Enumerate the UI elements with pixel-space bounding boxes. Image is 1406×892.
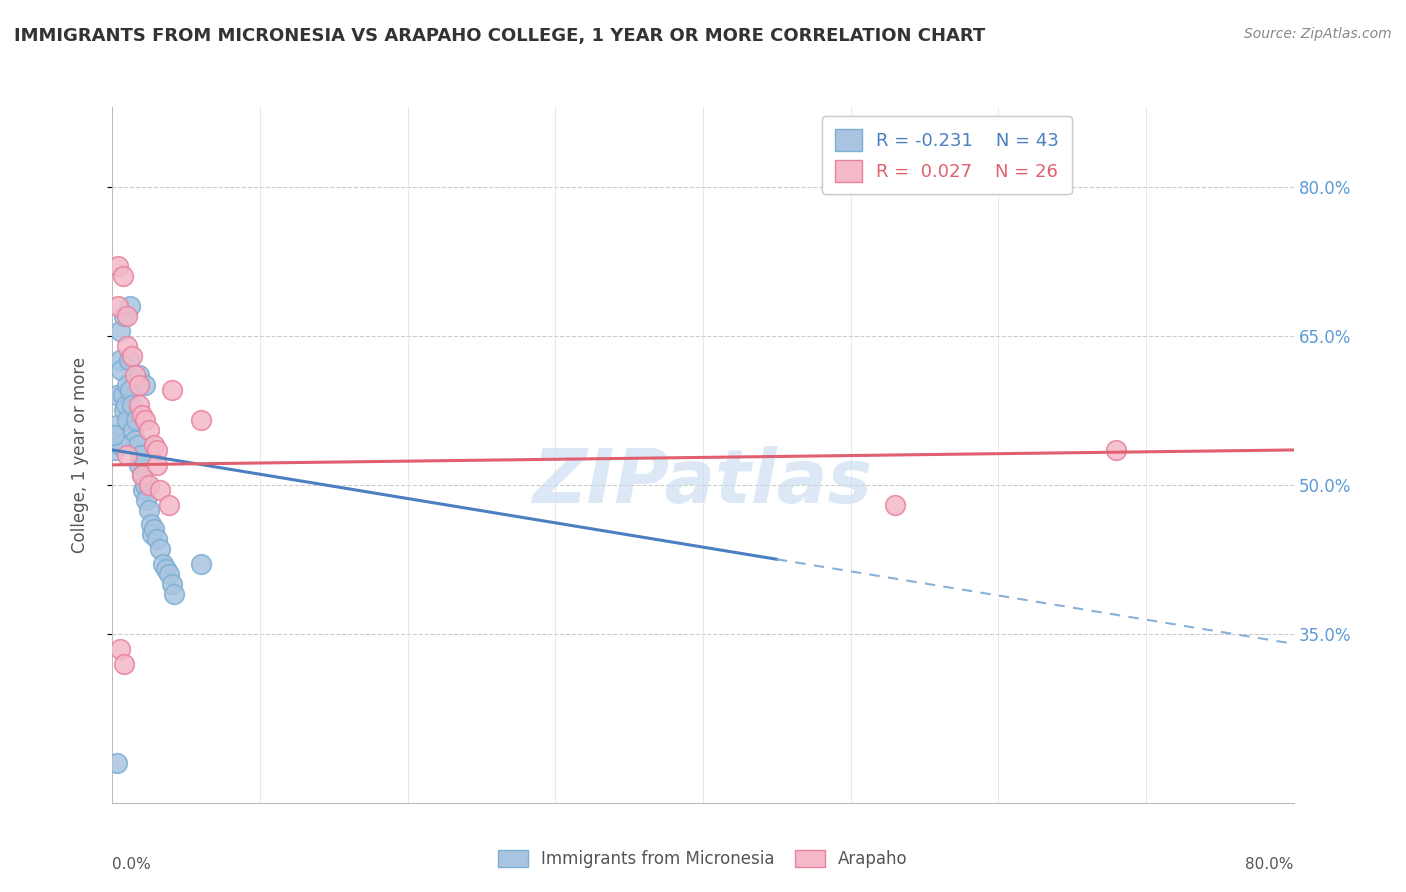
Point: [138, 423, 160, 437]
Point: [111, 388, 134, 402]
Point: [112, 657, 135, 671]
Point: [104, 442, 127, 457]
Point: [107, 299, 129, 313]
Point: [146, 442, 169, 457]
Point: [160, 577, 183, 591]
Point: [122, 423, 145, 437]
Point: [117, 338, 138, 352]
Point: [142, 523, 165, 537]
Legend: R = -0.231    N = 43, R =  0.027    N = 26: R = -0.231 N = 43, R = 0.027 N = 26: [823, 116, 1071, 194]
Point: [884, 498, 907, 512]
Text: Source: ZipAtlas.com: Source: ZipAtlas.com: [1244, 27, 1392, 41]
Point: [112, 309, 135, 323]
Point: [152, 558, 174, 572]
Point: [118, 353, 141, 368]
Point: [146, 458, 169, 472]
Point: [129, 448, 152, 462]
Point: [105, 418, 128, 433]
Point: [120, 384, 142, 398]
Point: [190, 558, 212, 572]
Point: [163, 587, 186, 601]
Point: [117, 448, 138, 462]
Point: [157, 567, 180, 582]
Point: [138, 502, 160, 516]
Point: [149, 483, 172, 497]
Point: [190, 413, 212, 427]
Point: [108, 353, 131, 368]
Point: [111, 268, 134, 283]
Point: [110, 363, 132, 377]
Point: [125, 413, 148, 427]
Point: [131, 467, 153, 482]
Text: ZIPatlas: ZIPatlas: [533, 446, 873, 519]
Point: [134, 477, 156, 491]
Point: [160, 384, 183, 398]
Point: [112, 403, 135, 417]
Point: [107, 259, 129, 273]
Point: [149, 542, 172, 557]
Point: [128, 458, 150, 472]
Point: [117, 378, 138, 392]
Point: [121, 398, 143, 412]
Point: [105, 388, 128, 402]
Point: [124, 368, 146, 383]
Point: [134, 413, 156, 427]
Point: [134, 378, 156, 392]
Point: [128, 398, 150, 412]
Point: [131, 467, 153, 482]
Point: [108, 641, 131, 656]
Point: [128, 368, 150, 383]
Point: [103, 428, 125, 442]
Point: [117, 309, 138, 323]
Text: 0.0%: 0.0%: [112, 857, 152, 872]
Point: [139, 517, 162, 532]
Point: [105, 756, 128, 770]
Point: [128, 378, 150, 392]
Point: [121, 349, 143, 363]
Legend: Immigrants from Micronesia, Arapaho: Immigrants from Micronesia, Arapaho: [492, 843, 914, 875]
Point: [157, 498, 180, 512]
Point: [127, 438, 149, 452]
Point: [138, 477, 160, 491]
Point: [146, 533, 169, 547]
Point: [131, 408, 153, 422]
Point: [155, 562, 177, 576]
Point: [108, 324, 131, 338]
Text: IMMIGRANTS FROM MICRONESIA VS ARAPAHO COLLEGE, 1 YEAR OR MORE CORRELATION CHART: IMMIGRANTS FROM MICRONESIA VS ARAPAHO CO…: [14, 27, 986, 45]
Point: [141, 527, 163, 541]
Point: [117, 413, 138, 427]
Point: [142, 438, 165, 452]
Y-axis label: College, 1 year or more: College, 1 year or more: [70, 357, 89, 553]
Point: [132, 483, 155, 497]
Point: [135, 492, 157, 507]
Point: [1105, 442, 1128, 457]
Point: [114, 398, 136, 412]
Text: 80.0%: 80.0%: [1246, 857, 1294, 872]
Point: [124, 433, 146, 447]
Point: [120, 299, 142, 313]
Point: [108, 438, 131, 452]
